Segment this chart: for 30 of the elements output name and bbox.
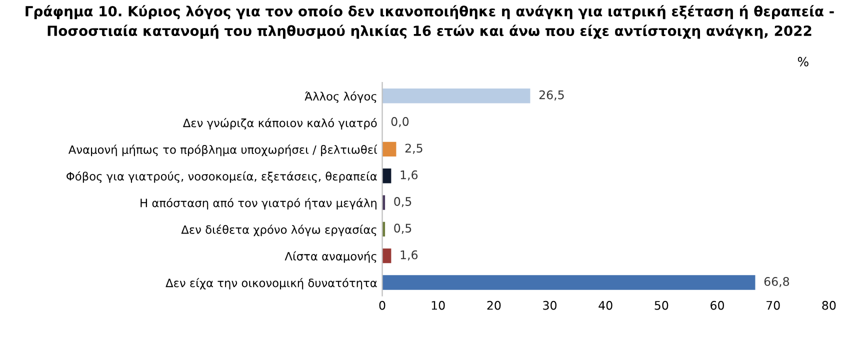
x-tick-label: 50 xyxy=(654,300,668,310)
data-label: 0,5 xyxy=(394,197,412,208)
y-tick-label: Αναμονή μήπως το πρόβλημα υποχωρήσει / βελτιωθεί xyxy=(68,144,378,156)
data-label: 0,0 xyxy=(391,117,409,128)
x-tick-label: 10 xyxy=(432,300,445,310)
y-tick-label: Δεν είχα την οικονομική δυνατότητα xyxy=(166,278,377,290)
bar xyxy=(382,88,530,104)
x-tick-label: 80 xyxy=(822,300,836,310)
data-label: 1,6 xyxy=(400,170,418,180)
data-label: 26,5 xyxy=(539,90,564,101)
x-tick-label: 70 xyxy=(766,300,780,310)
x-tick-label: 40 xyxy=(598,300,612,310)
x-tick-label: 30 xyxy=(543,300,556,310)
y-tick-label: Λίστα αναμονής xyxy=(284,251,376,263)
y-tick-label: Δεν γνώριζα κάποιον καλό γιατρό xyxy=(182,118,377,130)
x-tick-label: 20 xyxy=(487,300,501,310)
text: % xyxy=(798,56,808,66)
data-label: 66,8 xyxy=(764,277,790,288)
y-tick-label: Φόβος για γιατρούς, νοσοκομεία, εξετάσεις, θεραπεία xyxy=(66,171,377,183)
data-label: 2,5 xyxy=(405,144,422,154)
x-tick-label: 0 xyxy=(379,300,386,310)
data-label: 0,5 xyxy=(394,224,412,234)
chart-title: Γράφημα 10. Κύριος λόγος για τον οποίο δεν ικανοποιήθηκε η ανάγκη για ιατρική εξέταση ή θεραπεία - Ποσοστιαία κατανομή του πληθυσμού ηλικίας 16 ετών και άνω που είχε αντίστοιχη ανάγκη, 2022 xyxy=(26,5,834,39)
bar xyxy=(382,142,396,157)
x-tick-label: 60 xyxy=(710,300,724,310)
y-tick-label: Δεν διέθετα χρόνο λόγω εργασίας xyxy=(181,224,376,236)
bar xyxy=(382,275,756,290)
data-label: 1,6 xyxy=(400,250,418,260)
y-tick-label: Η απόσταση από τον γιατρό ήταν μεγάλη xyxy=(140,198,376,210)
y-tick-label: Άλλος λόγος xyxy=(304,91,376,103)
